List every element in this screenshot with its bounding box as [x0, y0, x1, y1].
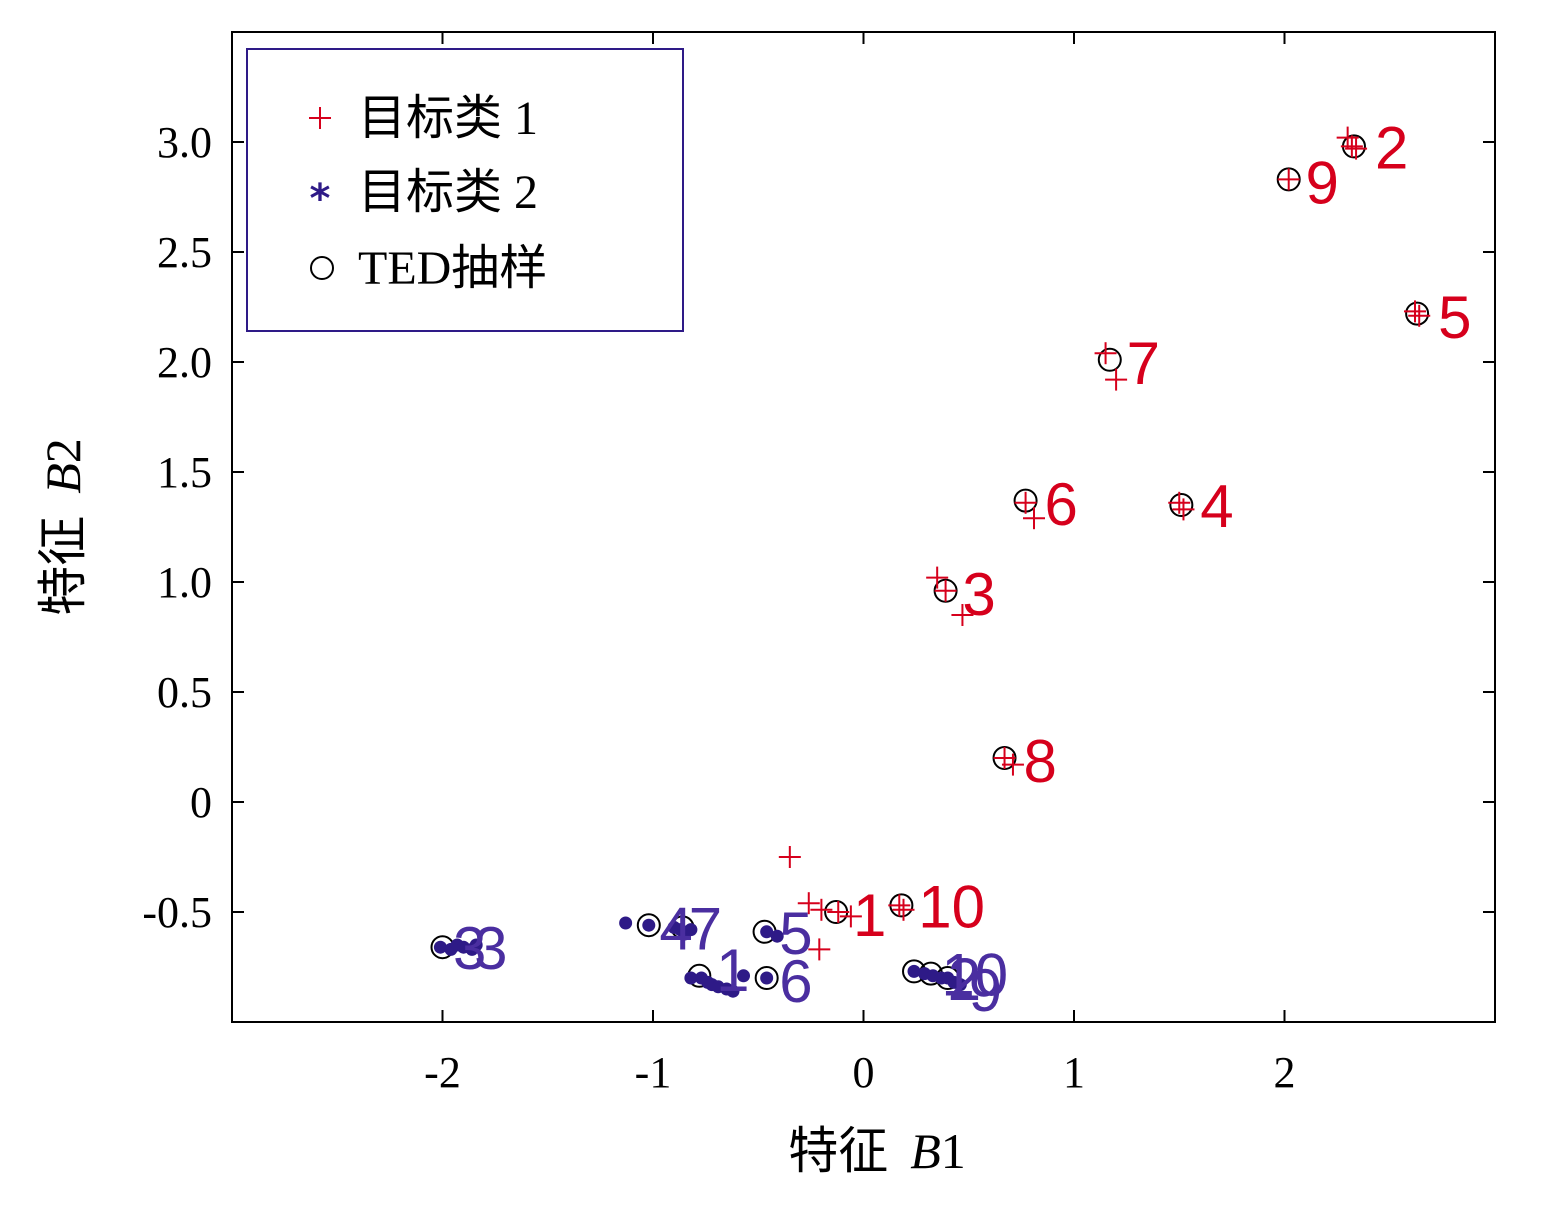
legend-circle-icon: [310, 256, 334, 280]
point-number-label: 1: [716, 937, 749, 1004]
ted-sample-point: [636, 913, 661, 938]
class1-point: [951, 604, 974, 626]
class1-point: [1023, 507, 1046, 530]
class2-point: [907, 964, 921, 978]
point-number-label: 3: [474, 915, 507, 982]
y-tick-label: 2.0: [157, 338, 212, 387]
point-number-label: 8: [1023, 728, 1056, 795]
point-number-label: 2: [1375, 114, 1408, 181]
class2-point: [726, 984, 740, 998]
class1-point: [810, 898, 833, 921]
point-number-label: 6: [1045, 471, 1078, 538]
point-number-label: 4: [659, 895, 692, 962]
class1-point: [1172, 498, 1195, 521]
legend-item: 目标类 1: [309, 92, 538, 145]
x-tick-label: 0: [853, 1048, 875, 1097]
legend-box: [246, 48, 684, 332]
class2-point: [770, 929, 784, 943]
class1-point: [1014, 491, 1037, 514]
point-number-label: 7: [1127, 330, 1160, 397]
x-axis-title: 特征 B1: [788, 1123, 966, 1179]
ted-sample-point: [754, 966, 779, 990]
class1-point: [808, 938, 831, 961]
class1-point: [934, 579, 957, 602]
class1-point: [1404, 300, 1427, 323]
class2-point: [737, 969, 751, 983]
ted-sample-point: [1169, 493, 1194, 517]
class1-point: [1105, 368, 1128, 391]
point-number-label: 5: [779, 900, 812, 967]
class2-point: [760, 971, 774, 985]
class2-point: [953, 978, 967, 992]
class1-point: [1345, 137, 1368, 160]
y-tick-label: 0.5: [157, 668, 212, 717]
point-number-label: 7: [689, 895, 722, 962]
class2-point: [433, 940, 447, 954]
y-tick-label: 2.5: [157, 228, 212, 277]
class1-point: [1408, 304, 1431, 327]
class2-point: [469, 938, 483, 952]
class1-point: [1277, 168, 1300, 191]
legend-label: 目标类 2: [358, 166, 538, 219]
class2-point: [619, 916, 633, 930]
y-axis-ticks: -0.5 0 0.5 1.0 1.5 2.0 2.5 3.0: [142, 118, 1495, 937]
class1-point: [1094, 342, 1117, 365]
point-number-label: 3: [962, 561, 995, 628]
class2-point: [760, 925, 774, 939]
class2-series: [433, 916, 967, 998]
class1-point: [778, 846, 801, 868]
point-number-label: 4: [1200, 473, 1233, 540]
class1-series: [778, 126, 1431, 961]
class1-point: [1001, 753, 1024, 776]
x-tick-label: 2: [1274, 1048, 1296, 1097]
y-tick-label: -0.5: [142, 888, 212, 937]
ted-sample-point: [1405, 301, 1430, 326]
class1-point: [1336, 126, 1359, 149]
y-tick-label: 1.5: [157, 448, 212, 497]
class1-point: [827, 901, 850, 923]
x-tick-label: 1: [1063, 1048, 1085, 1097]
legend-item: TED抽样: [310, 242, 547, 295]
y-axis-title: 特征B2: [35, 438, 91, 616]
class1-point: [888, 894, 911, 917]
legend: 目标类 1 * 目标类 2 TED抽样: [246, 48, 684, 332]
point-number-label: 9: [1306, 150, 1339, 217]
point-number-label: 1: [853, 882, 886, 949]
point-number-label: 3: [453, 915, 486, 982]
legend-plus-icon: [309, 107, 331, 129]
class1-point: [892, 898, 915, 921]
class1-point: [797, 892, 820, 915]
legend-label: TED抽样: [358, 242, 547, 295]
ted-sample-point: [1097, 347, 1122, 372]
x-tick-label: -1: [635, 1048, 672, 1097]
point-number-label: 10: [918, 873, 985, 940]
point-number-label: 5: [1438, 284, 1471, 351]
y-tick-label: 1.0: [157, 558, 212, 607]
class2-point: [642, 918, 656, 932]
legend-star-icon: *: [310, 176, 331, 222]
class1-point: [1340, 135, 1363, 158]
point-number-label: 10: [941, 942, 1008, 1009]
class1-point: [839, 905, 862, 928]
legend-label: 目标类 1: [358, 92, 538, 145]
class1-point: [926, 566, 949, 589]
y-tick-label: 3.0: [157, 118, 212, 167]
x-axis-ticks: -2 -1 0 1 2: [424, 32, 1296, 1097]
point-number-label: 9: [969, 957, 1002, 1024]
point-number-label: 6: [779, 948, 812, 1015]
x-tick-label: -2: [424, 1048, 461, 1097]
legend-item: * 目标类 2: [310, 166, 538, 222]
point-number-label: 2: [948, 946, 981, 1013]
class2-point: [684, 971, 698, 985]
class2-point: [684, 923, 698, 937]
y-tick-label: 0: [190, 778, 212, 827]
